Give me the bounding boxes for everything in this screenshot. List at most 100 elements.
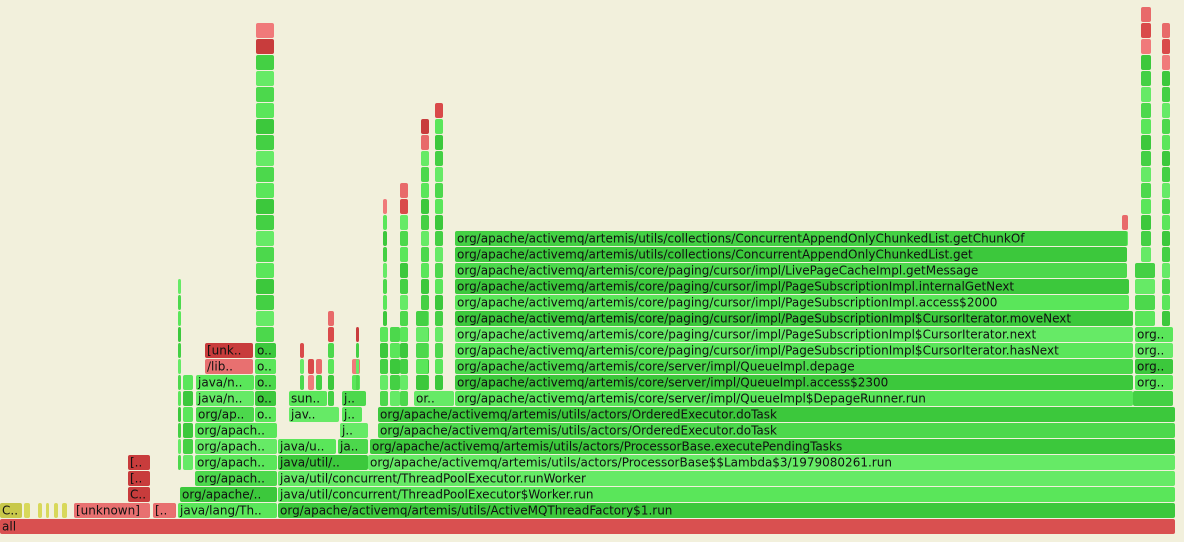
stack-frame[interactable]: org/apache/activemq/artemis/utils/collec… [455, 247, 1127, 262]
stack-frame[interactable]: org/apache/activemq/artemis/core/paging/… [455, 295, 1129, 310]
frame [1162, 39, 1170, 54]
frame [1162, 87, 1170, 102]
stack-frame[interactable]: o.. [255, 375, 276, 390]
frame [1141, 7, 1151, 22]
stack-frame[interactable]: jav.. [289, 407, 339, 422]
frame [400, 215, 408, 230]
frame [435, 247, 443, 262]
frame-label: [.. [155, 504, 167, 518]
stack-frame[interactable]: org/apache/activemq/artemis/core/server/… [455, 359, 1133, 374]
frame [400, 279, 408, 294]
frame-box [205, 359, 253, 374]
frame [183, 423, 193, 438]
frame-box [1135, 359, 1173, 374]
frame-label: org/apache/activemq/artemis/core/server/… [457, 360, 855, 374]
frame [178, 407, 181, 422]
stack-frame[interactable]: all [0, 519, 1175, 534]
stack-frame[interactable]: java/n.. [196, 391, 254, 406]
stack-frame[interactable]: /lib.. [205, 359, 253, 374]
frame [400, 375, 408, 390]
stack-frame[interactable]: java/util/concurrent/ThreadPoolExecutor.… [278, 471, 1175, 486]
stack-frame[interactable]: org/ap.. [196, 407, 254, 422]
frame-label: org/apache/activemq/artemis/core/server/… [457, 392, 926, 406]
frame [435, 231, 443, 246]
frame-box [378, 407, 1175, 422]
stack-frame[interactable]: j.. [340, 423, 368, 438]
stack-frame[interactable]: org/apache/activemq/artemis/utils/actors… [378, 423, 1175, 438]
frame [256, 231, 274, 246]
frame-label: o.. [257, 392, 272, 406]
stack-frame[interactable]: org/apache/activemq/artemis/utils/actors… [368, 455, 1175, 470]
frame [435, 295, 443, 310]
frame-box [455, 327, 1133, 342]
stack-frame[interactable]: [.. [153, 503, 175, 518]
frame-label: org/apach.. [197, 472, 265, 486]
stack-frame[interactable]: org/apache/activemq/artemis/core/paging/… [455, 279, 1129, 294]
stack-frame[interactable]: org.. [1135, 375, 1173, 390]
stack-frame[interactable]: o.. [255, 359, 276, 374]
stack-frame[interactable]: [unknown] [74, 503, 150, 518]
stack-frame[interactable]: org/apache/activemq/artemis/core/paging/… [455, 327, 1133, 342]
stack-frame[interactable]: j.. [342, 407, 362, 422]
stack-frame[interactable]: o.. [255, 343, 276, 358]
frame [1162, 71, 1170, 86]
stack-frame[interactable]: C.. [0, 503, 22, 518]
frame-label: org/apache/activemq/artemis/core/paging/… [457, 328, 1037, 342]
stack-frame[interactable]: org.. [1135, 327, 1173, 342]
frame-box [455, 295, 1129, 310]
stack-frame[interactable]: org/apache/activemq/artemis/utils/collec… [455, 231, 1127, 246]
frame [416, 327, 428, 342]
stack-frame[interactable]: o.. [255, 391, 276, 406]
frame [1162, 215, 1170, 230]
frame [400, 183, 408, 198]
frame [400, 311, 408, 326]
stack-frame[interactable]: j.. [342, 391, 366, 406]
frame [383, 199, 387, 214]
frame [38, 503, 42, 518]
stack-frame[interactable]: org/apache/activemq/artemis/core/server/… [455, 391, 1133, 406]
stack-frame[interactable]: org/apach.. [195, 439, 277, 454]
stack-frame[interactable]: java/util/concurrent/ThreadPoolExecutor$… [278, 487, 1175, 502]
stack-frame[interactable]: [unk.. [205, 343, 253, 358]
stack-frame[interactable]: java/util/.. [278, 455, 368, 470]
stack-frame[interactable]: org/apache/activemq/artemis/utils/Active… [278, 503, 1175, 518]
frame [183, 391, 193, 406]
frame [421, 167, 429, 182]
frame [435, 263, 443, 278]
frame [416, 343, 428, 358]
stack-frame[interactable]: java/n.. [196, 375, 254, 390]
stack-frame[interactable]: org/apach.. [195, 471, 277, 486]
stack-frame[interactable]: org.. [1135, 343, 1173, 358]
frame [380, 375, 388, 390]
frame [383, 295, 387, 310]
frame-label: o.. [257, 360, 272, 374]
stack-frame[interactable]: ja.. [338, 439, 368, 454]
frame-box [455, 231, 1127, 246]
frame-label: o.. [257, 344, 272, 358]
stack-frame[interactable]: [.. [128, 455, 150, 470]
stack-frame[interactable]: java/lang/Th.. [178, 503, 277, 518]
stack-frame[interactable]: o.. [255, 407, 276, 422]
stack-frame[interactable]: java/u.. [278, 439, 336, 454]
stack-frame[interactable]: or.. [414, 391, 454, 406]
stack-frame[interactable]: sun.. [289, 391, 327, 406]
stack-frame[interactable]: org.. [1135, 359, 1173, 374]
stack-frame[interactable]: org/apache/activemq/artemis/utils/actors… [378, 407, 1175, 422]
stack-frame[interactable]: org/apach.. [195, 423, 277, 438]
frame-box [180, 487, 277, 502]
stack-frame[interactable]: org/apach.. [195, 455, 277, 470]
frame [421, 199, 429, 214]
frame [1141, 231, 1151, 246]
stack-frame[interactable]: org/apache/activemq/artemis/core/paging/… [455, 263, 1127, 278]
stack-frame[interactable]: org/apache/activemq/artemis/core/paging/… [455, 343, 1133, 358]
stack-frame[interactable]: [.. [128, 471, 150, 486]
frame [1162, 263, 1170, 278]
frame [1162, 311, 1170, 326]
stack-frame[interactable]: org/apache/.. [180, 487, 277, 502]
frame [1122, 215, 1128, 230]
frame [421, 151, 429, 166]
stack-frame[interactable]: org/apache/activemq/artemis/utils/actors… [370, 439, 1175, 454]
stack-frame[interactable]: C.. [128, 487, 150, 502]
stack-frame[interactable]: org/apache/activemq/artemis/core/server/… [455, 375, 1133, 390]
stack-frame[interactable]: org/apache/activemq/artemis/core/paging/… [455, 311, 1133, 326]
